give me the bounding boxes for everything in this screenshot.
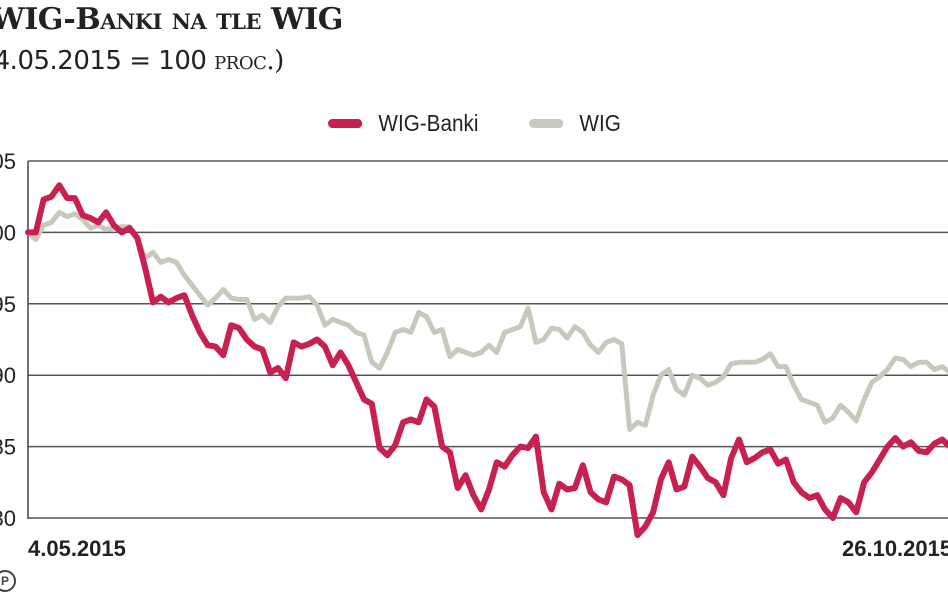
- y-tick-labels: 105 100 95 90 85 80: [0, 149, 16, 531]
- series-line-wig-banki: [25, 182, 948, 539]
- y-tick-label: 85: [0, 435, 16, 460]
- legend-swatch-wig-banki: [328, 119, 363, 128]
- gridlines: [28, 160, 948, 519]
- subtitle-unit: proc.): [214, 46, 284, 76]
- chart-subtitle: (4.05.2015 = 100 proc.): [0, 46, 284, 76]
- y-tick-label: 90: [0, 363, 16, 388]
- series-lines: [25, 182, 948, 539]
- y-tick-label: 100: [0, 220, 16, 245]
- x-label-start: 4.05.2015: [28, 536, 126, 561]
- legend-label-wig-banki: WIG-Banki: [378, 110, 479, 136]
- publisher-logo: P: [0, 570, 16, 592]
- x-label-end: 26.10.2015: [842, 536, 948, 561]
- legend: WIG-Banki WIG: [328, 110, 665, 137]
- legend-item-wig-banki: WIG-Banki: [328, 110, 478, 137]
- series-line-wig: [25, 209, 948, 432]
- y-tick-label: 105: [0, 149, 16, 174]
- y-tick-label: 80: [0, 506, 16, 531]
- subtitle-base: (4.05.2015 = 100: [0, 46, 215, 76]
- chart-title: WIG-Banki na tle WIG: [0, 2, 343, 37]
- legend-swatch-wig: [529, 119, 564, 128]
- legend-label-wig: WIG: [579, 110, 621, 136]
- legend-item-wig: WIG: [529, 110, 621, 137]
- y-tick-label: 95: [0, 292, 16, 317]
